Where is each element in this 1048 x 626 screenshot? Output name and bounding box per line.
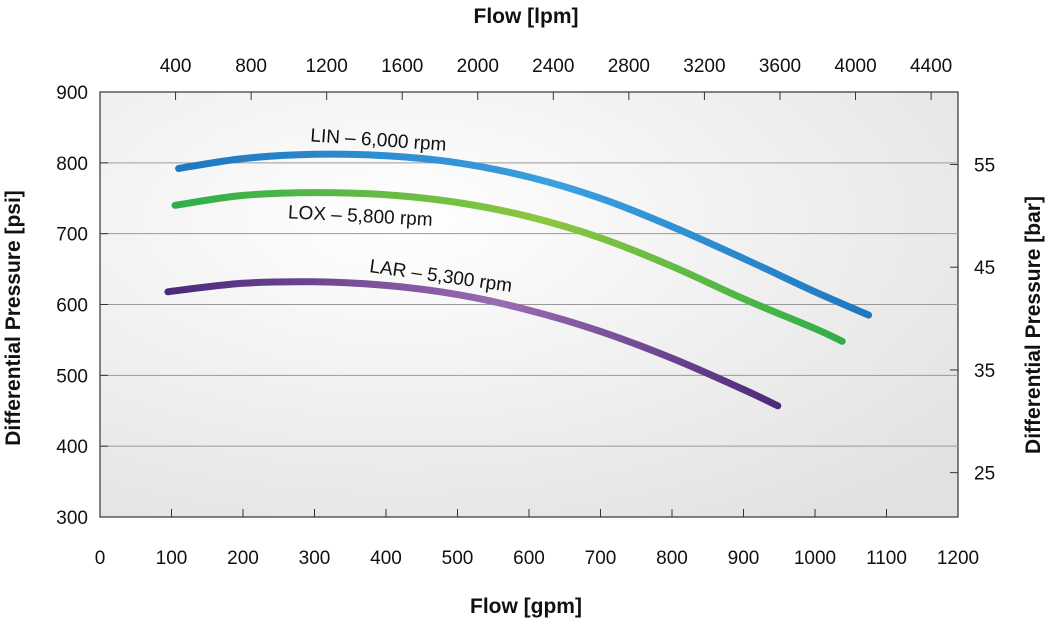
series-line-lox — [171, 189, 846, 345]
top-axis-tick-label: 1600 — [381, 56, 423, 77]
bottom-axis-tick-label: 500 — [442, 548, 474, 569]
left-axis-tick-label: 400 — [56, 437, 88, 458]
bottom-axis-tick-label: 1000 — [794, 548, 836, 569]
bottom-axis-tick-label: 600 — [513, 548, 545, 569]
left-axis-tick-label: 800 — [56, 154, 88, 175]
series-line-lar — [164, 278, 782, 410]
bottom-axis-tick-label: 0 — [95, 548, 106, 569]
top-axis-tick-label: 1200 — [306, 56, 348, 77]
left-axis-tick-label: 700 — [56, 225, 88, 246]
top-axis-tick-label: 4000 — [834, 56, 876, 77]
bottom-axis-tick-label: 800 — [656, 548, 688, 569]
right-axis-tick-label: 35 — [974, 361, 995, 382]
right-axis-title: Differential Pressure [bar] — [1022, 196, 1045, 454]
grid-layer — [100, 162, 958, 447]
left-axis-tick-label: 600 — [56, 296, 88, 317]
top-axis-tick-label: 800 — [235, 56, 267, 77]
bottom-axis-tick-label: 300 — [299, 548, 331, 569]
top-axis-tick-label: 3200 — [683, 56, 725, 77]
series-line-lin — [175, 150, 873, 319]
left-axis-tick-label: 300 — [56, 508, 88, 529]
bottom-axis-tick-label: 700 — [585, 548, 617, 569]
top-axis-tick-label: 4400 — [910, 56, 952, 77]
bottom-axis-tick-label: 1100 — [866, 548, 907, 569]
right-axis-tick-label: 45 — [974, 258, 995, 279]
bottom-axis-title: Flow [gpm] — [470, 595, 582, 618]
left-axis-tick-label: 500 — [56, 366, 88, 387]
left-axis-tick-label: 900 — [56, 83, 88, 104]
bottom-axis-tick-label: 900 — [728, 548, 760, 569]
series-layer — [164, 150, 873, 410]
top-axis-tick-label: 2800 — [608, 56, 650, 77]
top-axis-tick-label: 3600 — [759, 56, 801, 77]
bottom-axis-tick-label: 200 — [227, 548, 259, 569]
top-axis-tick-label: 400 — [160, 56, 192, 77]
top-axis-tick-label: 2400 — [532, 56, 574, 77]
left-axis-title: Differential Pressure [psi] — [2, 190, 25, 446]
top-axis-title: Flow [lpm] — [474, 5, 579, 28]
frame-layer: 300 400 500 600 700 800 900 0 100 200 300 400 500 600… — [56, 56, 995, 569]
top-axis-tick-label: 2000 — [457, 56, 499, 77]
bottom-axis-tick-label: 1200 — [937, 548, 979, 569]
right-axis-tick-label: 25 — [974, 464, 995, 485]
bottom-axis-tick-label: 100 — [156, 548, 188, 569]
right-axis-tick-label: 55 — [974, 155, 995, 176]
bottom-axis-tick-label: 400 — [370, 548, 402, 569]
